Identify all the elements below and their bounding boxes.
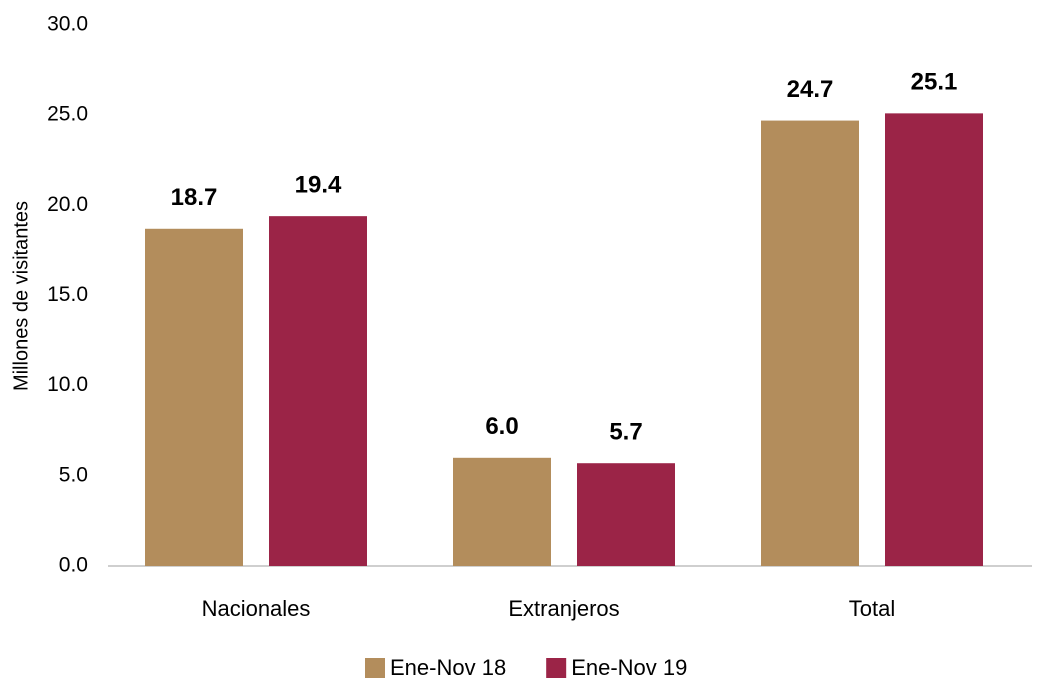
x-tick-label: Extranjeros	[508, 596, 619, 621]
bar	[269, 216, 367, 567]
legend-label: Ene-Nov 18	[390, 655, 506, 680]
bar	[145, 228, 243, 566]
y-tick-label: 0.0	[59, 554, 88, 577]
y-tick-label: 20.0	[47, 193, 88, 216]
bar	[761, 120, 859, 567]
bar	[885, 113, 983, 566]
data-label: 5.7	[609, 419, 642, 446]
data-label: 19.4	[295, 171, 342, 198]
bar	[453, 457, 551, 566]
legend-swatch	[365, 658, 385, 678]
y-tick-label: 15.0	[47, 283, 88, 306]
y-tick-label: 25.0	[47, 103, 88, 126]
data-label: 25.1	[911, 69, 958, 96]
legend-label: Ene-Nov 19	[571, 655, 687, 680]
bar	[577, 463, 675, 566]
y-tick-label: 30.0	[47, 13, 88, 36]
x-tick-label: Nacionales	[202, 596, 311, 621]
legend-swatch	[546, 658, 567, 678]
y-tick-label: 5.0	[59, 463, 88, 486]
x-tick-label: Total	[849, 596, 895, 621]
y-tick-label: 10.0	[47, 373, 88, 396]
data-label: 24.7	[787, 76, 834, 103]
y-axis-label: Millones de visitantes	[10, 201, 32, 391]
data-label: 18.7	[171, 184, 218, 211]
data-label: 6.0	[485, 413, 518, 440]
